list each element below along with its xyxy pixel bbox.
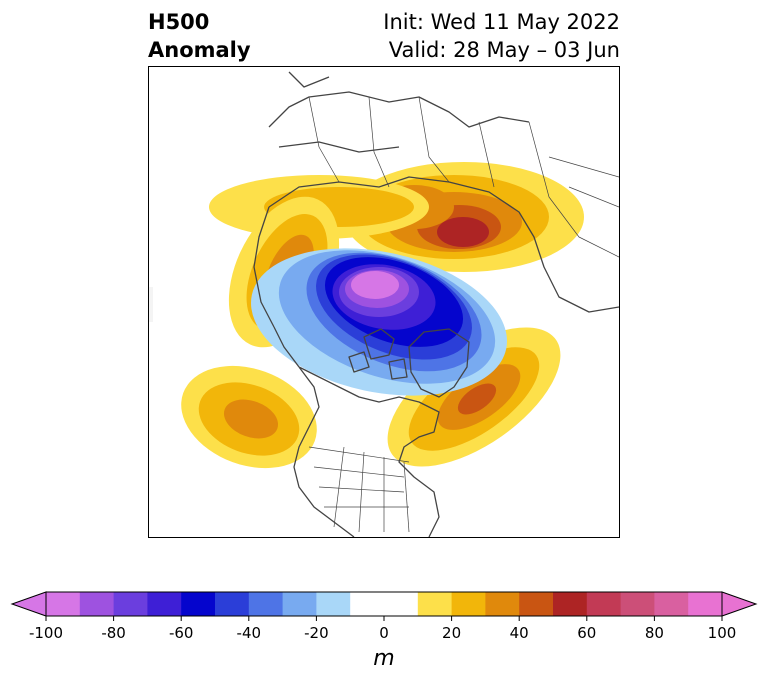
title-right: Init: Wed 11 May 2022 Valid: 28 May – 03…: [383, 8, 620, 64]
colorbar-tick-label: 80: [645, 624, 664, 642]
colorbar-tick-label: -60: [169, 624, 194, 642]
colorbar-tick-label: -80: [101, 624, 126, 642]
map-canvas: [149, 71, 619, 537]
colorbar-swatch: [79, 592, 115, 616]
title-left: H500 Anomaly: [148, 8, 251, 64]
greenland-coastline: [408, 328, 470, 398]
archipelago-coastline: [348, 328, 408, 380]
alaska-coastline: [273, 326, 300, 368]
colorbar-swatch: [215, 592, 250, 616]
colorbar-swatch: [519, 592, 554, 616]
colorbar-swatch: [181, 592, 216, 616]
colorbar-swatch: [384, 592, 419, 616]
colorbar-swatch: [417, 592, 453, 616]
anomaly-map: [148, 66, 620, 538]
init-date: Init: Wed 11 May 2022: [383, 10, 620, 34]
africa-coastline: [288, 71, 330, 88]
colorbar-label: m: [373, 646, 395, 671]
country-borders: [308, 96, 619, 258]
colorbar-tick-label: 0: [379, 624, 389, 642]
colorbar-swatch: [46, 592, 81, 616]
colorbar-swatch: [147, 592, 182, 616]
arctic-trough: [251, 248, 507, 396]
map-edge-artifact: [149, 287, 153, 322]
colorbar-tick-label: -20: [304, 624, 329, 642]
title-quantity: Anomaly: [148, 38, 251, 62]
colorbar-swatch: [620, 592, 655, 616]
title-variable: H500: [148, 10, 210, 34]
anomaly-fill: [181, 162, 584, 469]
colorbar-swatch: [113, 592, 148, 616]
colorbar-swatch: [654, 592, 689, 616]
colorbar-swatch: [282, 592, 317, 616]
map-outlines: [253, 71, 619, 537]
colorbar-tick-label: 20: [442, 624, 461, 642]
colorbar-swatch: [451, 592, 486, 616]
valid-range: Valid: 28 May – 03 Jun: [388, 38, 620, 62]
atlantic-ridge: [387, 327, 561, 467]
north-america-coastline: [293, 366, 440, 537]
colorbar-tick-label: 60: [577, 624, 596, 642]
us-state-borders: [308, 446, 410, 533]
europe-coastline: [268, 91, 530, 153]
colorbar-swatch: [586, 592, 622, 616]
colorbar-tick-label: -100: [29, 624, 63, 642]
colorbar-swatch: [688, 592, 723, 616]
colorbar-tick-label: 40: [510, 624, 529, 642]
colorbar-svg: -100 -80 -60 -40 -20 0 20 40 60 80 100: [10, 591, 758, 642]
colorbar-swatch: [316, 592, 351, 616]
colorbar-swatch: [553, 592, 588, 616]
colorbar-swatch: [350, 592, 385, 616]
colorbar-extend-high: [721, 591, 758, 617]
colorbar-swatch: [485, 592, 520, 616]
colorbar: -100 -80 -60 -40 -20 0 20 40 60 80 100: [0, 584, 768, 684]
colorbar-swatch: [248, 592, 284, 616]
pacific-ridge: [181, 365, 317, 469]
colorbar-extend-low: [10, 591, 47, 617]
colorbar-tick-label: 100: [708, 624, 737, 642]
colorbar-tick-label: -40: [237, 624, 262, 642]
